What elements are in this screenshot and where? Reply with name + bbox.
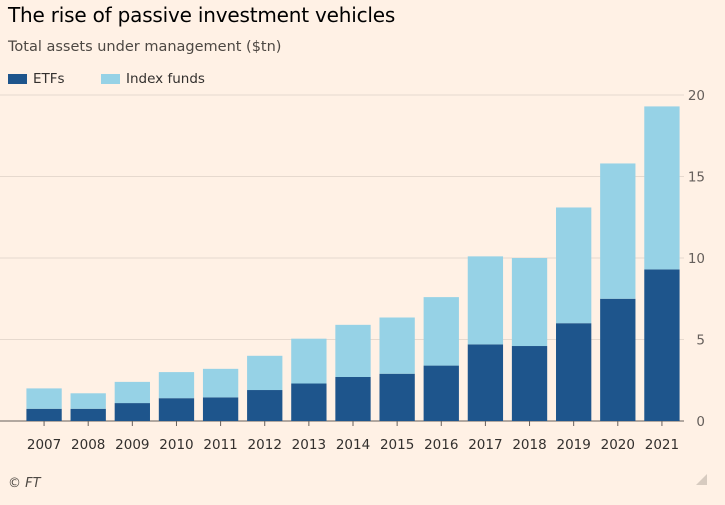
resize-handle-icon [696, 474, 707, 485]
bar-index-funds [114, 381, 150, 404]
bar-etfs [511, 346, 548, 421]
x-tick-label: 2013 [292, 437, 326, 453]
bar-index-funds [423, 297, 459, 366]
bar-chart: 2007 2008 2009 2010 2011 2012 2013 2014 2015 2016… [0, 88, 705, 453]
bar-etfs [556, 323, 592, 421]
x-tick-label: 2009 [115, 437, 149, 453]
bar-index-funds [644, 106, 680, 270]
x-tick-label: 2018 [512, 437, 546, 453]
x-tick-label: 2007 [27, 437, 61, 453]
bar-etfs [467, 344, 504, 421]
y-tick-label: 5 [696, 333, 705, 349]
x-tick-label: 2010 [159, 437, 193, 453]
bar-index-funds [291, 338, 327, 384]
bar-etfs [26, 408, 62, 421]
bar-etfs [158, 398, 195, 421]
bar-etfs [423, 365, 459, 421]
legend-item-etfs: ETFs [8, 71, 65, 87]
bar-index-funds [467, 256, 504, 345]
x-tick-label: 2017 [468, 437, 502, 453]
x-tick-label: 2021 [645, 437, 679, 453]
x-tick-label: 2015 [380, 437, 414, 453]
bar-etfs [247, 390, 283, 421]
bar-index-funds [556, 207, 592, 324]
bar-etfs [379, 373, 415, 421]
bar-index-funds [202, 368, 239, 398]
bar-etfs [202, 397, 239, 421]
bar-etfs [335, 376, 371, 421]
chart-title: The rise of passive investment vehicles [8, 3, 396, 27]
bar-index-funds [70, 393, 106, 409]
x-tick-label: 2016 [424, 437, 458, 453]
bar-etfs [114, 403, 150, 421]
bar-index-funds [511, 258, 548, 347]
legend-swatch-etfs [8, 74, 27, 84]
bar-index-funds [247, 355, 283, 391]
bar-index-funds [600, 163, 636, 299]
legend-label-etfs: ETFs [33, 71, 65, 87]
legend-swatch-index-funds [101, 74, 120, 84]
bar-index-funds [26, 388, 62, 409]
legend-item-index-funds: Index funds [101, 71, 205, 87]
chart-subtitle: Total assets under management ($tn) [8, 39, 282, 55]
source-credit: © FT [8, 476, 41, 491]
bar-index-funds [335, 324, 371, 377]
x-tick-label: 2019 [556, 437, 590, 453]
x-tick-label: 2012 [248, 437, 282, 453]
bar-index-funds [158, 372, 195, 399]
x-tick-label: 2011 [203, 437, 237, 453]
y-tick-label: 10 [688, 251, 705, 267]
x-tick-label: 2020 [601, 437, 635, 453]
y-tick-label: 15 [688, 170, 705, 186]
x-tick-label: 2014 [336, 437, 370, 453]
bar-etfs [600, 298, 636, 421]
y-tick-label: 0 [696, 414, 705, 430]
bar-index-funds [379, 317, 415, 374]
bar-etfs [291, 383, 327, 421]
y-tick-label: 20 [688, 88, 705, 104]
x-tick-label: 2008 [71, 437, 105, 453]
bar-etfs [70, 408, 106, 421]
legend-label-index-funds: Index funds [126, 71, 205, 87]
bar-etfs [644, 269, 680, 421]
